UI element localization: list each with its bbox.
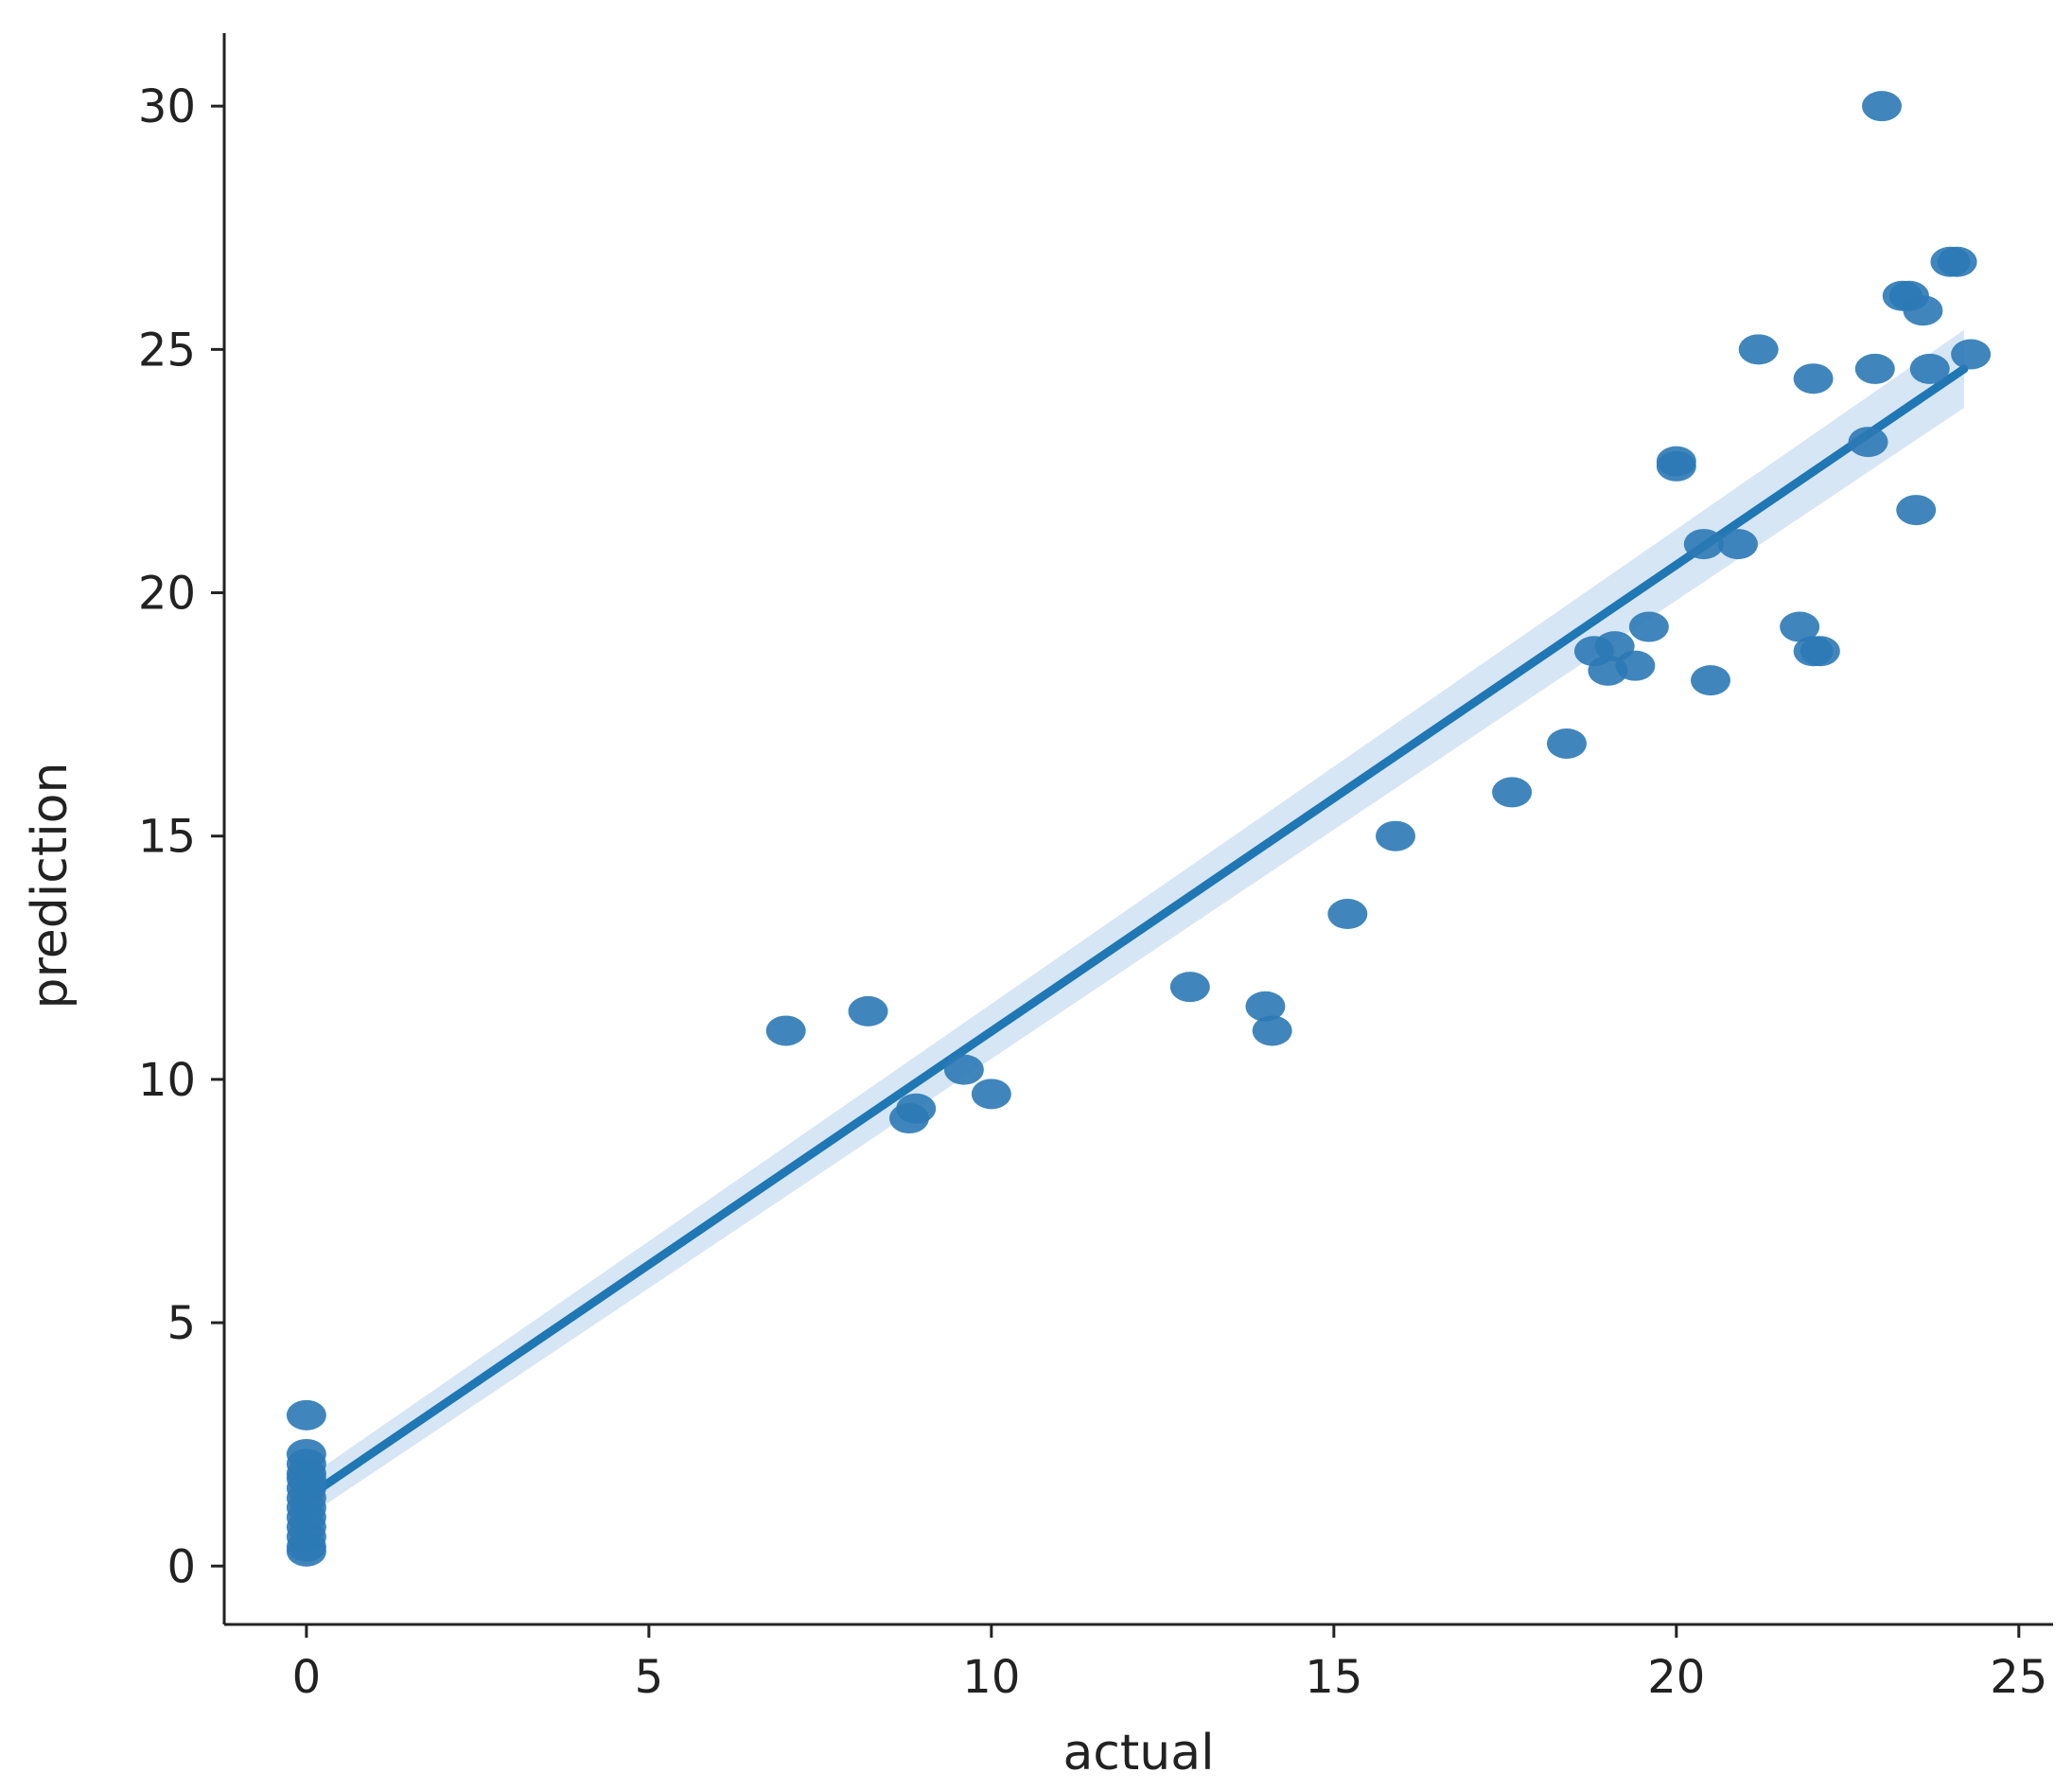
data-point	[1492, 777, 1533, 808]
x-tick-label: 15	[1305, 1651, 1362, 1704]
data-point	[1628, 611, 1669, 642]
data-point	[1738, 334, 1779, 365]
x-tick-label: 5	[635, 1651, 664, 1704]
x-axis-title: actual	[1062, 1725, 1214, 1781]
data-point	[1800, 636, 1840, 667]
data-point	[1862, 91, 1903, 122]
data-point	[1691, 665, 1731, 696]
y-tick-label: 15	[138, 811, 196, 864]
x-tick-label: 20	[1647, 1651, 1705, 1704]
data-point	[1848, 427, 1888, 458]
data-point	[1245, 991, 1286, 1022]
data-point	[286, 1399, 326, 1430]
y-tick-label: 10	[138, 1054, 196, 1107]
data-point	[1854, 353, 1895, 384]
confidence-band	[306, 329, 1964, 1518]
data-point	[1683, 529, 1724, 560]
data-point	[1546, 728, 1587, 759]
data-point	[1615, 650, 1656, 681]
data-point	[888, 1103, 929, 1134]
y-tick-label: 20	[138, 568, 196, 621]
data-point	[1937, 246, 1977, 277]
x-tick-label: 0	[292, 1651, 322, 1704]
regression-line	[302, 364, 1969, 1502]
data-point	[1169, 972, 1210, 1003]
data-point	[1793, 363, 1834, 395]
data-point	[1656, 450, 1696, 482]
data-point	[1951, 339, 1992, 370]
y-tick-label: 30	[138, 80, 196, 133]
y-axis-title: prediction	[22, 763, 79, 1009]
data-point	[1327, 899, 1368, 930]
data-point	[1903, 295, 1943, 326]
data-point	[1780, 611, 1820, 642]
data-point	[943, 1054, 984, 1085]
data-point	[1375, 820, 1415, 851]
y-tick-label: 5	[167, 1297, 196, 1350]
scatter-points-layer	[286, 91, 1992, 1567]
data-point	[1717, 529, 1758, 560]
regression-line-layer	[302, 364, 1969, 1502]
x-axis-ticks: 0 5 10 15 20 25	[292, 1624, 2047, 1704]
y-tick-label: 25	[138, 324, 196, 377]
x-tick-label: 10	[962, 1651, 1020, 1704]
y-tick-label: 0	[167, 1540, 196, 1593]
data-point	[971, 1079, 1011, 1110]
x-tick-label: 25	[1990, 1651, 2047, 1704]
data-point	[1252, 1015, 1292, 1046]
y-axis-ticks: 0 5 10 15 20 25 30	[138, 80, 224, 1593]
data-point	[286, 1536, 326, 1567]
data-point	[1896, 495, 1937, 526]
confidence-band-layer	[306, 329, 1964, 1518]
data-point	[1909, 353, 1950, 384]
data-point	[848, 995, 888, 1027]
data-point	[765, 1015, 806, 1046]
